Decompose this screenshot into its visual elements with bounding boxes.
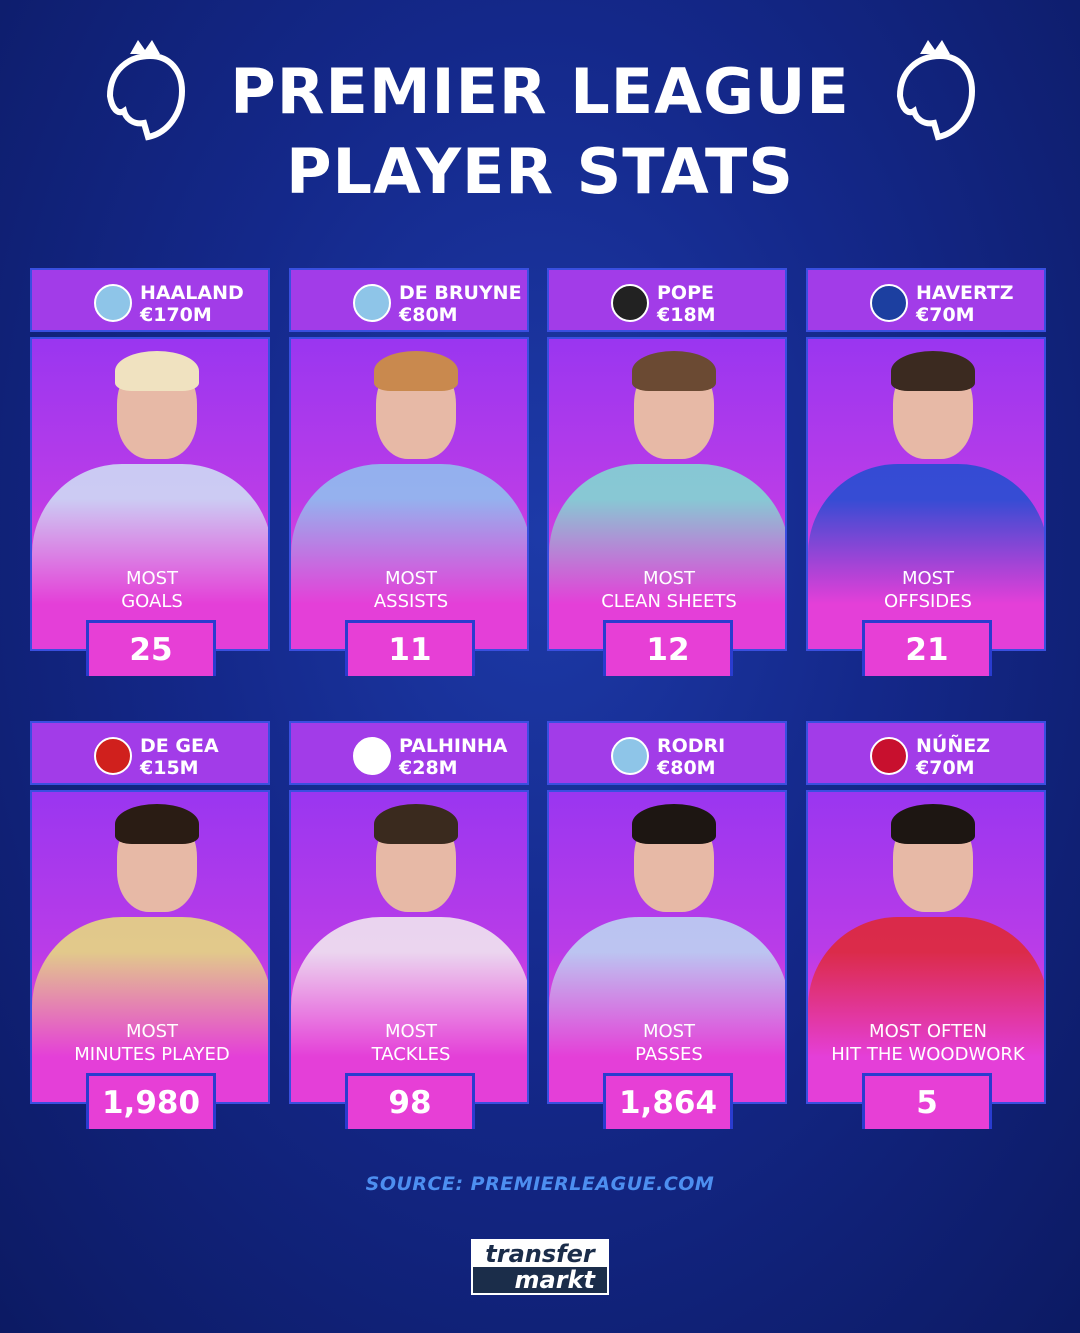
- stat-label-line-1: MOST: [384, 1021, 438, 1042]
- market-value: €18M: [657, 304, 716, 326]
- player-hair: [632, 804, 716, 844]
- club-crest-icon: [353, 284, 391, 322]
- market-value: €70M: [916, 757, 975, 779]
- player-hair: [374, 804, 458, 844]
- card-header: HAVERTZ €70M: [806, 268, 1046, 332]
- player-card: POPE €18M MOST CLEAN SHEETS 12: [547, 268, 787, 678]
- stat-label-line-2: CLEAN SHEETS: [601, 591, 737, 612]
- card-header: PALHINHA €28M: [289, 721, 529, 785]
- stat-label-line-1: MOST: [642, 568, 696, 589]
- source-credit: SOURCE: PREMIERLEAGUE.COM: [365, 1173, 715, 1195]
- player-photo: MOST TACKLES: [289, 790, 529, 1104]
- stat-label-line-1: MOST: [125, 568, 179, 589]
- transfermarkt-logo: transfer markt: [471, 1239, 609, 1295]
- club-crest-icon: [94, 737, 132, 775]
- card-header: NÚÑEZ €70M: [806, 721, 1046, 785]
- stat-label: MOST CLEAN SHEETS: [549, 567, 785, 613]
- stat-label: MOST TACKLES: [291, 1020, 527, 1066]
- market-value: €70M: [916, 304, 975, 326]
- stat-value: 5: [862, 1073, 992, 1129]
- stat-label-line-1: MOST: [642, 1021, 696, 1042]
- market-value: €80M: [657, 757, 716, 779]
- stat-label-line-2: HIT THE WOODWORK: [831, 1044, 1025, 1065]
- player-card: HAVERTZ €70M MOST OFFSIDES 21: [806, 268, 1046, 678]
- stat-label-line-2: PASSES: [635, 1044, 703, 1065]
- stat-label: MOST ASSISTS: [291, 567, 527, 613]
- player-name: NÚÑEZ: [916, 735, 990, 757]
- stat-value: 12: [603, 620, 733, 676]
- player-photo: MOST OFTEN HIT THE WOODWORK: [806, 790, 1046, 1104]
- club-crest-icon: [611, 284, 649, 322]
- player-photo: MOST PASSES: [547, 790, 787, 1104]
- player-card: HAALAND €170M MOST GOALS 25: [30, 268, 270, 678]
- club-crest-icon: [94, 284, 132, 322]
- player-card: NÚÑEZ €70M MOST OFTEN HIT THE WOODWORK 5: [806, 721, 1046, 1131]
- stat-label-line-2: GOALS: [121, 591, 183, 612]
- player-name: PALHINHA: [399, 735, 508, 757]
- market-value: €170M: [140, 304, 212, 326]
- stat-value: 98: [345, 1073, 475, 1129]
- stat-label-line-2: ASSISTS: [373, 591, 449, 612]
- player-hair: [115, 804, 199, 844]
- player-name: DE GEA: [140, 735, 219, 757]
- stat-label: MOST OFFSIDES: [808, 567, 1044, 613]
- stat-label-line-1: MOST: [384, 568, 438, 589]
- player-hair: [891, 351, 975, 391]
- player-photo: MOST OFFSIDES: [806, 337, 1046, 651]
- stat-label-line-1: MOST OFTEN: [869, 1021, 987, 1042]
- player-name: DE BRUYNE: [399, 282, 522, 304]
- stat-value: 1,864: [603, 1073, 733, 1129]
- card-header: DE BRUYNE €80M: [289, 268, 529, 332]
- market-value: €28M: [399, 757, 458, 779]
- stat-label: MOST MINUTES PLAYED: [32, 1020, 268, 1066]
- card-header: DE GEA €15M: [30, 721, 270, 785]
- stat-label: MOST PASSES: [549, 1020, 785, 1066]
- player-card: RODRI €80M MOST PASSES 1,864: [547, 721, 787, 1131]
- stat-label-line-2: OFFSIDES: [884, 591, 972, 612]
- club-crest-icon: [870, 284, 908, 322]
- stat-value: 11: [345, 620, 475, 676]
- player-hair: [891, 804, 975, 844]
- player-hair: [632, 351, 716, 391]
- title-line-1: PREMIER LEAGUE: [230, 55, 850, 128]
- club-crest-icon: [353, 737, 391, 775]
- stat-label-line-1: MOST: [125, 1021, 179, 1042]
- stat-label-line-2: MINUTES PLAYED: [74, 1044, 230, 1065]
- stat-value: 25: [86, 620, 216, 676]
- stat-value: 1,980: [86, 1073, 216, 1129]
- logo-line-2: markt: [473, 1267, 607, 1293]
- player-photo: MOST GOALS: [30, 337, 270, 651]
- stat-label-line-1: MOST: [901, 568, 955, 589]
- player-hair: [374, 351, 458, 391]
- card-header: HAALAND €170M: [30, 268, 270, 332]
- stat-label-line-2: TACKLES: [371, 1044, 451, 1065]
- title-line-2: PLAYER STATS: [286, 135, 794, 208]
- player-name: HAVERTZ: [916, 282, 1014, 304]
- page-title: PREMIER LEAGUE PLAYER STATS: [0, 52, 1080, 212]
- stat-value: 21: [862, 620, 992, 676]
- market-value: €80M: [399, 304, 458, 326]
- market-value: €15M: [140, 757, 199, 779]
- premier-league-lion-icon: [106, 40, 186, 141]
- player-photo: MOST CLEAN SHEETS: [547, 337, 787, 651]
- club-crest-icon: [870, 737, 908, 775]
- player-card: DE BRUYNE €80M MOST ASSISTS 11: [289, 268, 529, 678]
- logo-line-1: transfer: [485, 1240, 595, 1268]
- player-photo: MOST ASSISTS: [289, 337, 529, 651]
- card-header: RODRI €80M: [547, 721, 787, 785]
- club-crest-icon: [611, 737, 649, 775]
- player-photo: MOST MINUTES PLAYED: [30, 790, 270, 1104]
- player-card: PALHINHA €28M MOST TACKLES 98: [289, 721, 529, 1131]
- card-header: POPE €18M: [547, 268, 787, 332]
- stat-label: MOST OFTEN HIT THE WOODWORK: [808, 1020, 1044, 1066]
- player-card: DE GEA €15M MOST MINUTES PLAYED 1,980: [30, 721, 270, 1131]
- premier-league-lion-icon: [896, 40, 976, 141]
- stat-label: MOST GOALS: [32, 567, 268, 613]
- player-name: RODRI: [657, 735, 726, 757]
- player-name: HAALAND: [140, 282, 244, 304]
- player-name: POPE: [657, 282, 714, 304]
- player-hair: [115, 351, 199, 391]
